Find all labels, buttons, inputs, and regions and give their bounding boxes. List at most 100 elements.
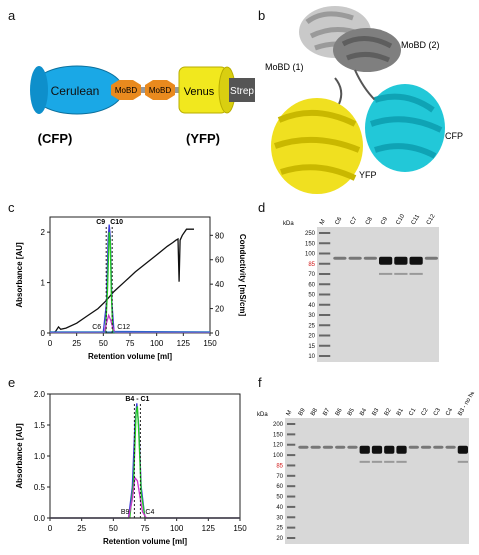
cfp-label: (CFP) bbox=[38, 131, 73, 146]
marker-size-label: 60 bbox=[308, 282, 315, 288]
x-tick-label: 50 bbox=[109, 524, 118, 533]
series-line-0 bbox=[49, 228, 194, 334]
marker-band bbox=[319, 293, 331, 296]
protein-band bbox=[363, 256, 377, 260]
marker-band bbox=[287, 485, 296, 488]
annotation-right: C12 bbox=[117, 324, 130, 331]
y-tick-label: 1 bbox=[41, 279, 46, 288]
x-axis-label: Retention volume [ml] bbox=[103, 537, 187, 546]
marker-size-label: 85 bbox=[308, 262, 315, 268]
minor-band bbox=[396, 460, 407, 463]
lane-label: M bbox=[286, 410, 294, 417]
lane-label: C1 bbox=[408, 407, 417, 417]
marker-size-label: 150 bbox=[273, 432, 284, 438]
marker-size-label: 10 bbox=[308, 354, 315, 360]
marker-size-label: 25 bbox=[308, 323, 315, 329]
protein-band bbox=[394, 256, 408, 265]
mobd-2 bbox=[145, 80, 175, 100]
x-tick-label: 0 bbox=[48, 339, 53, 348]
lane-label: B2 bbox=[384, 407, 393, 417]
x-tick-label: 25 bbox=[77, 524, 86, 533]
strep-label: Strep bbox=[230, 86, 254, 97]
minor-band bbox=[371, 460, 383, 463]
marker-band bbox=[319, 252, 331, 255]
marker-size-label: 250 bbox=[305, 231, 316, 237]
lane-label: M bbox=[319, 219, 327, 226]
x-tick-label: 100 bbox=[170, 524, 184, 533]
x-tick-label: 75 bbox=[126, 339, 135, 348]
annotation-top: B4 - C1 bbox=[125, 396, 149, 403]
minor-band bbox=[384, 460, 395, 463]
minor-band bbox=[379, 272, 393, 275]
annotation-top2: C10 bbox=[110, 219, 123, 226]
y2-tick-label: 60 bbox=[215, 256, 224, 265]
x-tick-label: 50 bbox=[99, 339, 108, 348]
lane-label: B3 bbox=[372, 407, 381, 417]
marker-band bbox=[287, 495, 296, 498]
marker-band bbox=[287, 433, 296, 436]
kda-label: kDa bbox=[257, 412, 268, 418]
marker-size-label: 200 bbox=[273, 422, 284, 428]
lane-label: C2 bbox=[421, 407, 430, 417]
marker-band bbox=[319, 324, 331, 327]
x-tick-label: 125 bbox=[202, 524, 216, 533]
x-tick-label: 25 bbox=[72, 339, 81, 348]
marker-band bbox=[319, 232, 331, 234]
gel-f-image: kDa M B9 B8 B7 B6 B5 B4 B3 B2 B1 C1 C2 C3 C4 B3 - no he… bbox=[257, 385, 479, 544]
y2-axis-label: Conductivity [mS/cm] bbox=[238, 234, 247, 317]
gel-d-image: kDa M C6 C7 C8 C9 C10 C11 C12 250 150 100 85 70 60 50 40… bbox=[283, 213, 439, 362]
x-tick-label: 75 bbox=[141, 524, 150, 533]
protein-band bbox=[408, 445, 419, 449]
cfp-structure-label: CFP bbox=[445, 131, 463, 141]
y-tick-label: 1.0 bbox=[34, 452, 46, 461]
panel-label-c: c bbox=[8, 200, 15, 215]
venus-label: Venus bbox=[184, 86, 215, 98]
linker-loops bbox=[334, 69, 376, 105]
marker-band bbox=[287, 423, 296, 425]
marker-band bbox=[319, 262, 331, 265]
marker-band bbox=[287, 505, 296, 508]
gel-f: kDa M B9 B8 B7 B6 B5 B4 B3 B2 B1 C1 C2 C3 C4 B3 - no he… bbox=[255, 385, 479, 550]
cfp-domain bbox=[365, 84, 445, 172]
annotation-top: C9 bbox=[96, 219, 105, 226]
x-tick-label: 100 bbox=[150, 339, 164, 348]
marker-band bbox=[319, 334, 331, 337]
marker-size-label: 150 bbox=[305, 241, 316, 247]
minor-band bbox=[394, 272, 408, 275]
protein-band bbox=[424, 256, 438, 260]
marker-band bbox=[287, 443, 296, 446]
cerulean-barrel bbox=[30, 65, 124, 115]
marker-band bbox=[319, 344, 331, 347]
marker-size-label: 120 bbox=[273, 443, 284, 449]
lane-label: C4 bbox=[445, 407, 454, 417]
marker-band bbox=[319, 303, 331, 306]
lane-label: C9 bbox=[380, 216, 389, 226]
plot-frame bbox=[49, 393, 241, 519]
marker-band bbox=[287, 537, 296, 539]
lane-label: B9 bbox=[298, 407, 307, 417]
panel-label-f: f bbox=[258, 375, 262, 390]
protein-band bbox=[384, 445, 395, 454]
y2-tick-label: 40 bbox=[215, 280, 224, 289]
marker-size-label: 20 bbox=[276, 536, 283, 542]
x-tick-label: 0 bbox=[48, 524, 53, 533]
marker-band bbox=[287, 464, 296, 467]
kda-label: kDa bbox=[283, 221, 294, 227]
protein-band bbox=[298, 445, 309, 449]
minor-band bbox=[409, 272, 423, 275]
lane-label: C8 bbox=[365, 216, 374, 226]
y-tick-label: 0.5 bbox=[34, 483, 46, 492]
minor-band bbox=[457, 460, 468, 463]
protein-band bbox=[379, 256, 393, 265]
mobd-2-label: MoBD bbox=[149, 86, 171, 95]
y-axis-label: Absorbance [AU] bbox=[15, 242, 24, 308]
y-tick-label: 2.0 bbox=[34, 390, 46, 399]
x-tick-label: 150 bbox=[203, 339, 217, 348]
marker-band bbox=[319, 273, 331, 275]
lane-label: C3 bbox=[433, 407, 442, 417]
series-line-0 bbox=[50, 403, 240, 519]
marker-size-label: 70 bbox=[308, 272, 315, 278]
y-tick-label: 0.0 bbox=[34, 514, 46, 523]
cerulean-label: Cerulean bbox=[51, 84, 100, 98]
